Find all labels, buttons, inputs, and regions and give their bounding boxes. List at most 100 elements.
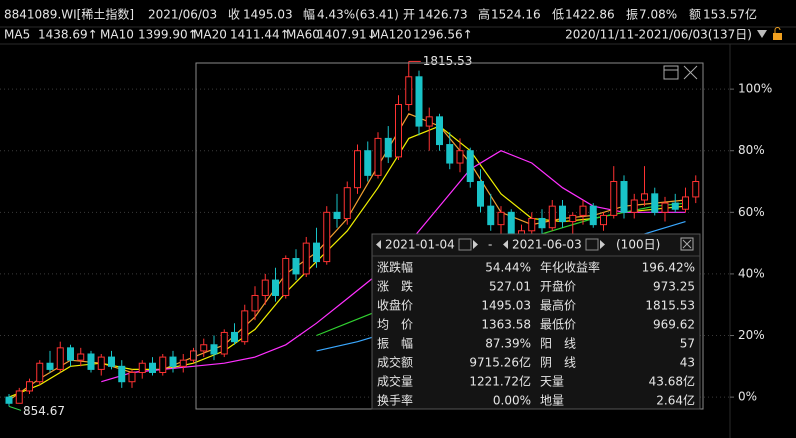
restore-icon[interactable] [663, 65, 679, 80]
annotation-arrow [8, 405, 22, 411]
header-item: 高 [478, 7, 490, 22]
candle-body [5, 396, 13, 404]
candle-body [456, 150, 464, 164]
candle-body [374, 137, 382, 176]
candle-body [200, 344, 208, 352]
legend-label: MA20 [193, 28, 227, 42]
candle-body [56, 347, 64, 370]
dropdown-icon[interactable] [757, 30, 767, 38]
candle-body [302, 242, 310, 275]
prev-end[interactable] [503, 240, 508, 249]
candle-body [169, 356, 177, 367]
y-tick-label: 80% [738, 143, 765, 157]
annotation: 854.67 [23, 404, 65, 418]
candle-body [149, 362, 156, 373]
candle-body [179, 359, 187, 367]
candle-body [282, 258, 290, 296]
candle-body [538, 217, 546, 229]
calendar-icon[interactable] [458, 238, 472, 251]
stat-label: 均 价 [377, 318, 413, 332]
header-item: 153.57亿 [703, 7, 757, 22]
end-date[interactable]: 2021-06-03 [512, 238, 582, 252]
stat-label: 成交额 [377, 355, 413, 370]
calendar-icon[interactable] [585, 238, 599, 251]
candle-body [477, 181, 484, 207]
candle-body [292, 258, 300, 275]
header-item: 幅 [303, 7, 315, 22]
header-item: 1495.03 [243, 8, 293, 22]
header-item: 1426.73 [418, 8, 468, 22]
candle-body [210, 344, 218, 355]
candle-body [77, 353, 85, 361]
candle-body [26, 381, 33, 392]
stat-value: 196.42% [642, 261, 695, 275]
candle-body [487, 205, 495, 226]
stat-value: 43 [680, 356, 695, 370]
stat-value: 0.00% [493, 394, 531, 408]
stat-label: 换手率 [377, 393, 413, 408]
candle-body [87, 353, 95, 370]
stat-value: 54.44% [485, 261, 531, 275]
candle-body [415, 76, 423, 127]
candle-body [36, 362, 44, 383]
header-item: 开 [403, 8, 415, 22]
candle-body [682, 196, 689, 210]
header-item: 振 [626, 8, 638, 22]
stat-value: 1495.03 [481, 299, 531, 313]
candle-body [333, 211, 341, 219]
candle-body [159, 356, 167, 373]
legend-label: MA120 [370, 28, 411, 42]
stat-label: 振 幅 [377, 336, 413, 351]
candles [5, 61, 700, 407]
stat-label: 地量 [540, 394, 564, 408]
stat-value: 57 [680, 337, 695, 351]
candle-body [651, 193, 659, 213]
stat-label: 天量 [540, 375, 564, 389]
panel-close-x [682, 239, 692, 249]
candle-body [46, 362, 54, 370]
candle-body [528, 217, 536, 232]
candle-body [671, 202, 679, 210]
legend-value: 1438.69↑ [38, 28, 98, 42]
candle-body [548, 205, 556, 229]
candle-body [251, 294, 259, 312]
lock-icon[interactable] [773, 27, 782, 41]
y-tick-label: 60% [738, 205, 765, 219]
candle-body [692, 181, 700, 198]
start-date[interactable]: 2021-01-04 [385, 238, 455, 252]
next-start[interactable] [473, 240, 478, 249]
stat-label: 收盘价 [377, 298, 413, 313]
stat-label: 最低价 [540, 318, 576, 332]
stats-panel: 2021-01-04 - 2021-06-03 (100日) 涨跌幅 54.44%… [371, 233, 701, 410]
candle-body [641, 193, 648, 201]
candle-body [313, 242, 320, 263]
candle-body [436, 116, 443, 146]
prev-start[interactable] [376, 240, 381, 249]
candle-body [220, 331, 228, 355]
candle-body [323, 211, 331, 263]
candle-body [620, 181, 628, 213]
candle-body [128, 371, 136, 383]
candle-body [15, 390, 23, 404]
y-tick-label: 20% [738, 328, 765, 342]
legend-label: MA5 [4, 28, 30, 42]
legend-value: 1399.90↑ [138, 28, 198, 42]
stat-value: 1221.72亿 [469, 374, 531, 389]
header-item: 低 [552, 8, 564, 22]
stat-label: 涨 跌 [377, 279, 413, 294]
stat-value: 1815.53 [645, 299, 695, 313]
candle-body [272, 279, 279, 296]
range-label[interactable]: 2020/11/11-2021/06/03(137日) [565, 28, 752, 42]
stat-value: 969.62 [653, 318, 695, 332]
candle-body [610, 181, 618, 216]
candle-body [354, 150, 361, 189]
next-end[interactable] [600, 240, 605, 249]
panel-bg [371, 233, 701, 410]
panel-close[interactable] [680, 237, 694, 251]
close-icon[interactable] [683, 65, 698, 80]
date-sep: - [488, 238, 492, 252]
legend-label: MA10 [100, 28, 134, 42]
header-item: 1422.86 [565, 8, 615, 22]
y-tick-label: 0% [738, 390, 757, 404]
